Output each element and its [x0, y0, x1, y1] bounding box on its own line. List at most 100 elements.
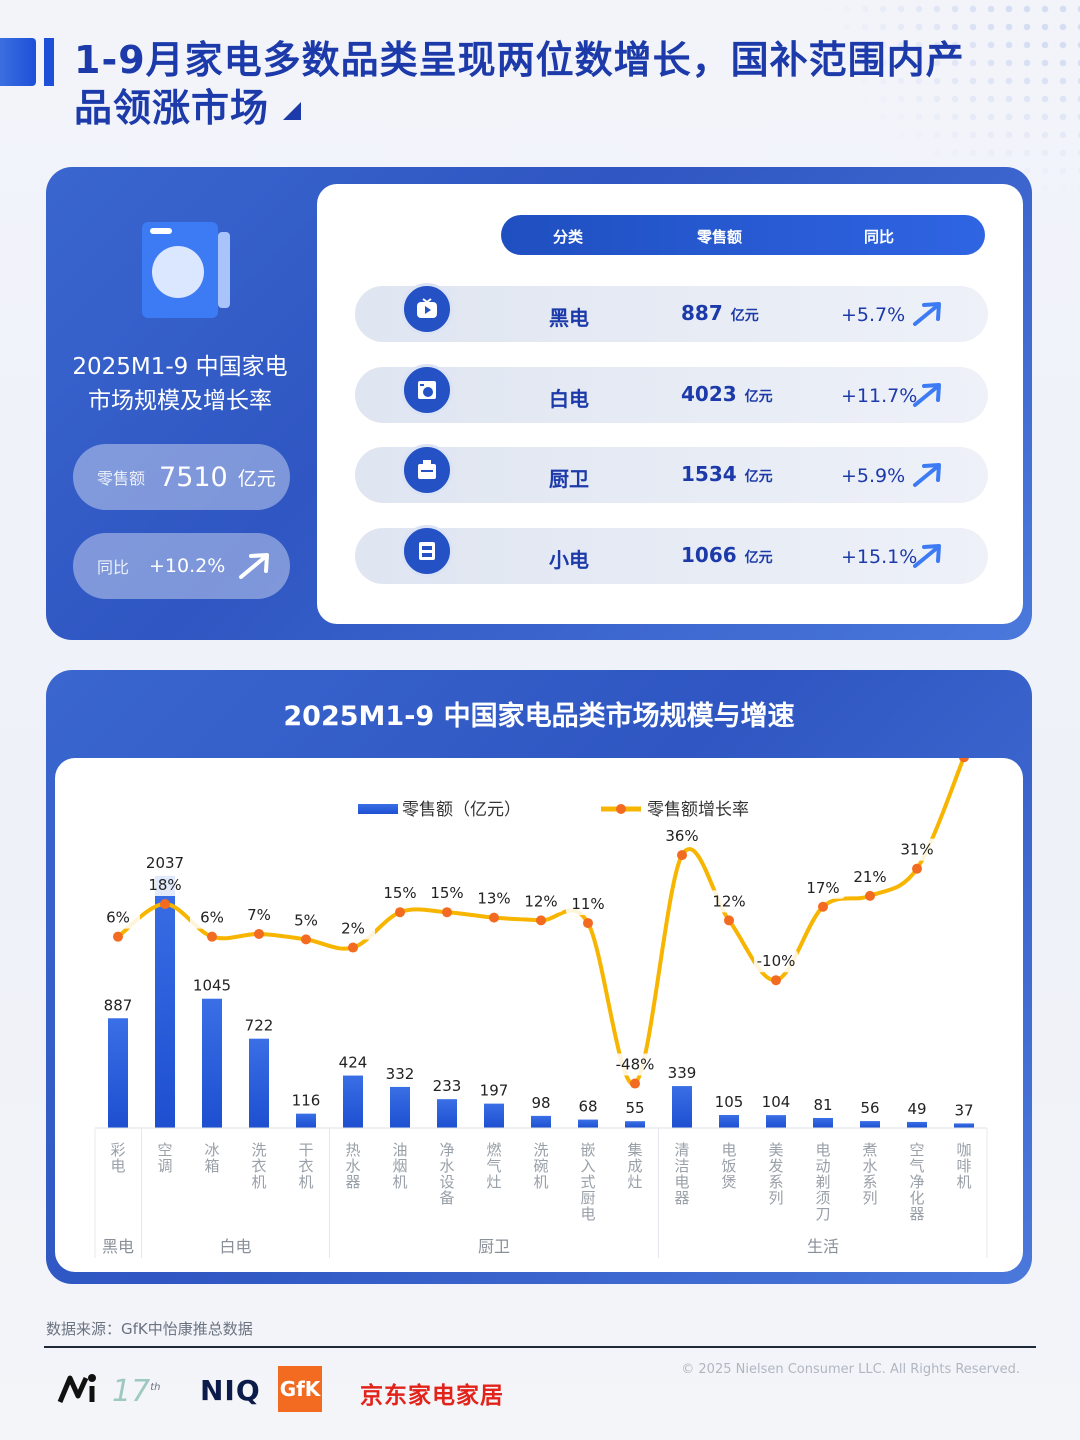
category-label: 彩 — [110, 1141, 125, 1159]
growth-value-label: 21% — [853, 868, 886, 886]
row-yoy: +5.9% — [841, 465, 906, 487]
bar-value-label: 105 — [715, 1093, 744, 1111]
category-label: 净 — [909, 1173, 924, 1191]
growth-point — [395, 907, 405, 918]
category-label: 器 — [909, 1205, 924, 1223]
chart-title: 2025M1-9 中国家电品类市场规模与增速 — [283, 701, 795, 732]
niq-logo: NIQ — [200, 1374, 261, 1407]
category-label: 油 — [392, 1141, 407, 1159]
bar — [155, 876, 175, 1128]
bar-value-label: 81 — [813, 1096, 832, 1114]
growth-label-bg — [566, 893, 610, 916]
growth-value-label: 18% — [148, 876, 181, 894]
category-label: 须 — [815, 1189, 830, 1207]
category-label: 机 — [956, 1173, 971, 1191]
bar-value-label: 1045 — [193, 977, 231, 995]
chart-svg: 零售额（亿元） 零售额增长率887彩电2037空调1045冰箱722洗衣机116干… — [94, 758, 988, 1258]
category-label: 衣 — [251, 1157, 266, 1175]
category-label: 机 — [251, 1173, 266, 1191]
row-yoy: +5.7% — [841, 304, 906, 326]
row-value-number: 1066 — [681, 543, 737, 567]
category-label: 电 — [721, 1141, 736, 1159]
bar — [249, 1038, 269, 1128]
growth-point — [207, 931, 217, 942]
growth-point — [865, 890, 875, 901]
growth-point — [489, 912, 499, 923]
retail-unit: 亿元 — [237, 467, 276, 490]
category-label: 系 — [768, 1173, 783, 1191]
row-unit: 亿元 — [744, 469, 773, 485]
growth-point — [348, 942, 358, 953]
retail-label: 零售额 — [97, 469, 146, 488]
growth-value-label: 12% — [524, 892, 557, 910]
category-label: 清 — [674, 1141, 689, 1159]
yoy-total-pill: 同比 +10.2% — [73, 533, 290, 599]
growth-point — [442, 907, 452, 918]
growth-value-label: 2% — [341, 920, 365, 938]
growth-point — [959, 758, 969, 763]
growth-point — [113, 931, 123, 942]
growth-label-bg — [378, 882, 422, 905]
row-yoy: +15.1% — [841, 546, 918, 568]
bar-value-label: 116 — [292, 1092, 321, 1110]
bar — [437, 1099, 457, 1128]
bar-value-label: 56 — [860, 1099, 879, 1117]
category-label: 冰 — [204, 1141, 219, 1159]
category-label: 空 — [157, 1141, 172, 1159]
title-line1: 1-9月家电多数品类呈现两位数增长，国补范围内产 — [74, 38, 965, 82]
growth-label-bg — [284, 909, 328, 932]
category-label: 气 — [486, 1157, 501, 1175]
row-value: 4023 亿元 — [681, 382, 773, 406]
growth-label-bg — [895, 838, 939, 861]
bar — [719, 1115, 739, 1128]
category-label: 嵌 — [580, 1141, 595, 1159]
bar-value-label: 332 — [386, 1065, 415, 1083]
category-label: 成 — [627, 1157, 642, 1175]
category-label: 饭 — [721, 1157, 736, 1175]
category-label: 器 — [674, 1189, 689, 1207]
growth-label-bg — [848, 865, 892, 888]
appliance-icon — [401, 525, 453, 577]
category-label: 啡 — [956, 1157, 971, 1175]
growth-point — [771, 975, 781, 986]
row-unit: 亿元 — [744, 550, 773, 566]
category-label: 灶 — [627, 1173, 642, 1191]
growth-value-label: 6% — [200, 909, 224, 927]
category-label: 箱 — [204, 1157, 219, 1175]
bar-value-label: 722 — [245, 1017, 274, 1035]
up-arrow-icon — [913, 302, 941, 326]
bar — [813, 1117, 833, 1128]
growth-label-bg — [754, 950, 798, 973]
category-label: 刀 — [815, 1205, 830, 1223]
growth-label-bg — [237, 903, 281, 926]
legend-line-dot — [616, 804, 626, 814]
bar-value-label: 339 — [668, 1064, 697, 1082]
bar-value-label: 233 — [433, 1077, 462, 1095]
row-category: 白电 — [549, 387, 589, 411]
category-label: 系 — [862, 1173, 877, 1191]
bar-value-label: 55 — [625, 1099, 644, 1117]
title-accent-bar — [0, 38, 36, 86]
table-header: 分类 零售额 同比 — [501, 215, 985, 255]
growth-point — [630, 1078, 640, 1089]
growth-label-bg — [613, 1053, 657, 1076]
page-title: 1-9月家电多数品类呈现两位数增长，国补范围内产 品领涨市场 — [74, 36, 1014, 132]
growth-label-bg — [707, 890, 751, 913]
summary-title-line1: 2025M1-9 中国家电 — [72, 354, 288, 380]
table-row: 小电 1066 亿元 +15.1% — [355, 525, 988, 584]
summary-title: 2025M1-9 中国家电 市场规模及增长率 — [60, 350, 300, 418]
chart-area: 零售额（亿元） 零售额增长率 887 彩电 2037 空调 1045 冰箱 722 洗衣机 116 干… — [55, 758, 1023, 1272]
anniversary-sup: th — [150, 1382, 161, 1393]
category-label: 列 — [768, 1189, 783, 1207]
growth-value-label: 15% — [430, 884, 463, 902]
retail-total-pill: 零售额 7510 亿元 — [73, 444, 290, 510]
up-arrow-icon — [239, 553, 270, 579]
growth-label-bg — [472, 887, 516, 910]
table-row: 黑电 887 亿元 +5.7% — [355, 283, 988, 342]
category-label: 水 — [345, 1157, 360, 1175]
header-retail: 零售额 — [697, 228, 743, 246]
growth-label-bg — [425, 882, 469, 905]
bar-value-label: 37 — [954, 1101, 973, 1119]
washer-icon — [401, 364, 453, 416]
category-label: 烟 — [392, 1157, 407, 1175]
